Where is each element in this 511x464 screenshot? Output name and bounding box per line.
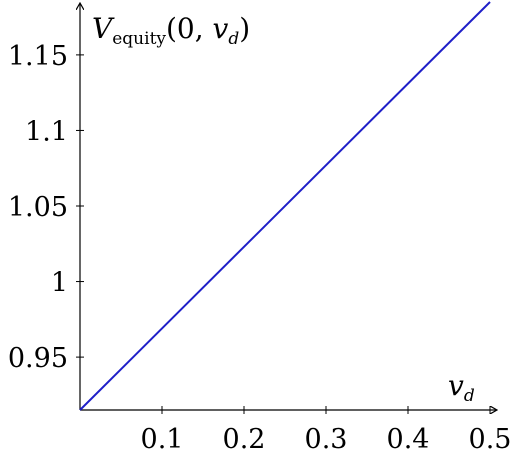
x-tick-label: 0.3 bbox=[305, 424, 348, 455]
y-label-sub: equity bbox=[112, 29, 166, 49]
x-axis-label: vd bbox=[448, 369, 475, 406]
y-tick-label: 1.15 bbox=[8, 41, 68, 72]
y-axis-ticks: 0.95 1 1.05 1.1 1.15 bbox=[8, 41, 84, 374]
y-label-close: ) bbox=[239, 12, 250, 45]
x-tick-label: 0.5 bbox=[469, 424, 511, 455]
x-label-sub: d bbox=[464, 386, 475, 406]
y-tick-label: 0.95 bbox=[8, 343, 68, 374]
y-label-arg-sub: d bbox=[228, 29, 239, 49]
y-tick-label: 1 bbox=[51, 268, 68, 299]
y-tick-label: 1.05 bbox=[8, 192, 68, 223]
x-tick-label: 0.1 bbox=[141, 424, 184, 455]
y-label-main: V bbox=[92, 12, 115, 45]
series-line bbox=[79, 1, 491, 411]
y-label-arg-main: v bbox=[213, 12, 229, 45]
x-tick-label: 0.4 bbox=[387, 424, 430, 455]
y-label-args: (0, bbox=[166, 12, 213, 45]
x-label-main: v bbox=[448, 369, 464, 402]
y-tick-label: 1.1 bbox=[25, 116, 68, 147]
x-tick-label: 0.2 bbox=[223, 424, 266, 455]
series-layer bbox=[79, 1, 491, 411]
x-axis-ticks: 0.1 0.2 0.3 0.4 0.5 bbox=[141, 406, 511, 455]
y-axis-label: Vequity(0, vd) bbox=[92, 12, 250, 49]
